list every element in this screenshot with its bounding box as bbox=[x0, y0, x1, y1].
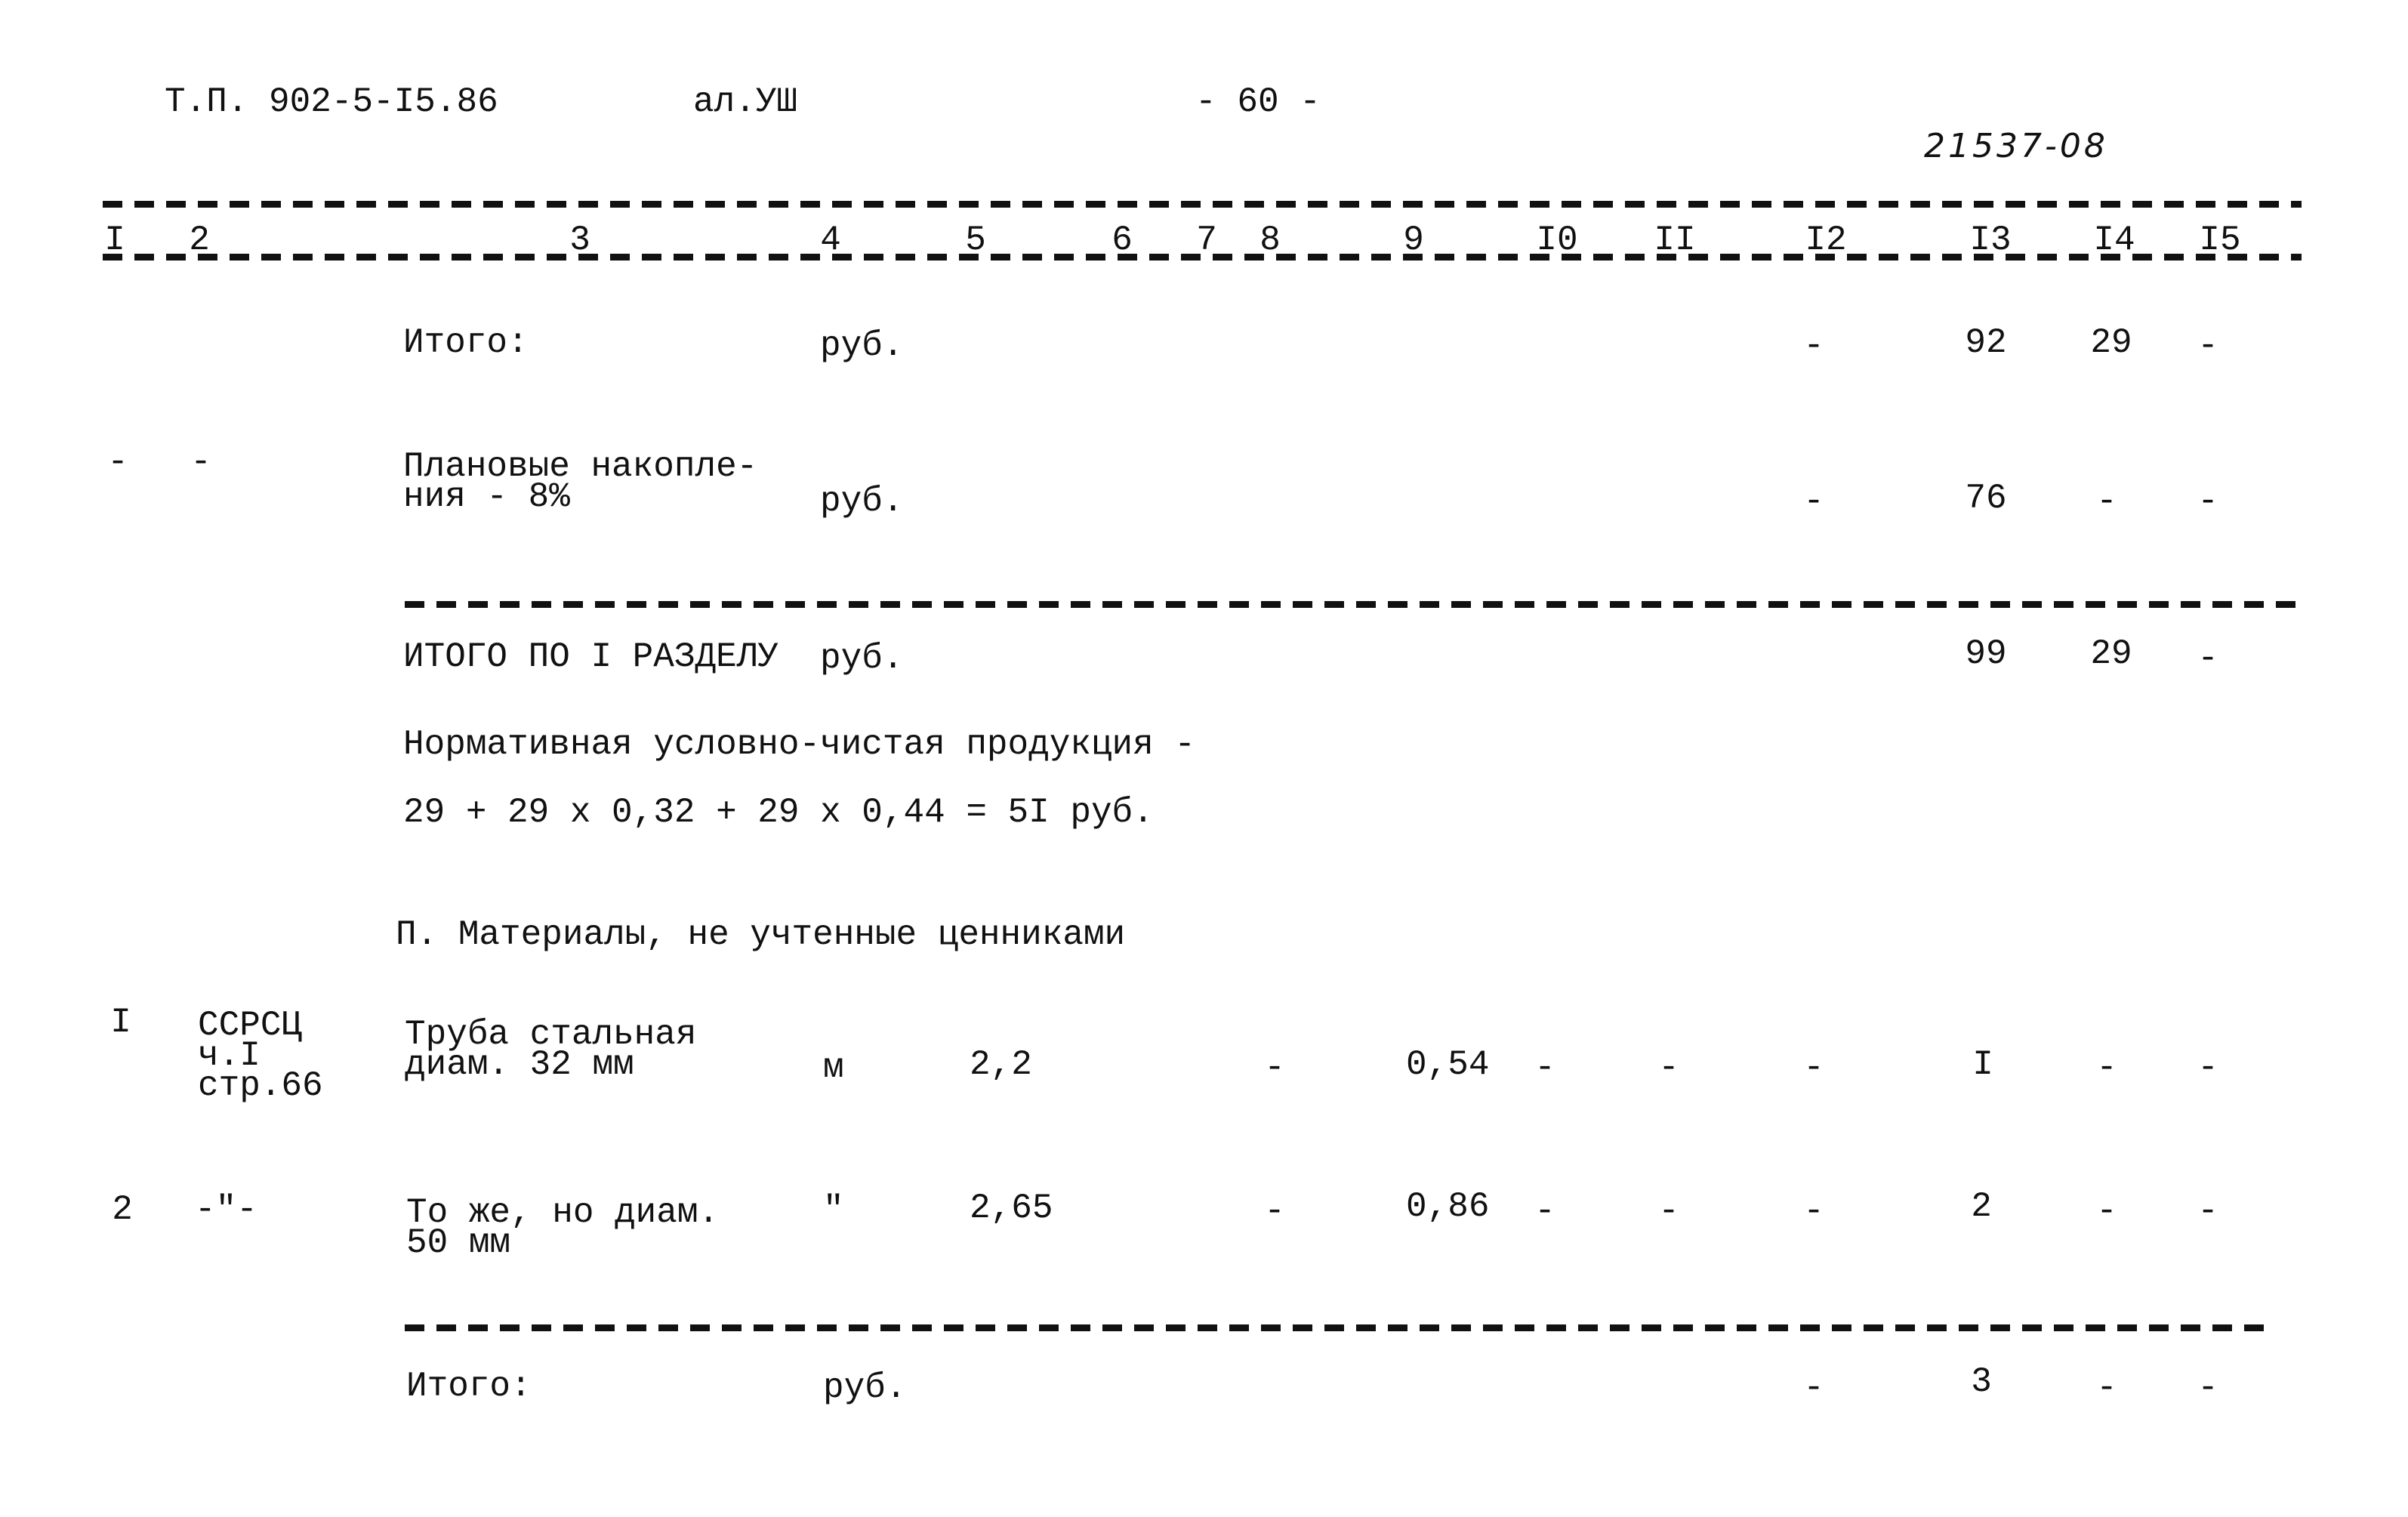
cell-13: I bbox=[1972, 1045, 1993, 1084]
cell-12: - bbox=[1803, 482, 1824, 521]
col-num-7: 7 bbox=[1196, 220, 1217, 260]
cell-15: - bbox=[2197, 1368, 2218, 1408]
cell-14: - bbox=[2096, 482, 2117, 521]
cell-15: - bbox=[2197, 1048, 2218, 1087]
cell-12: - bbox=[1803, 1192, 1824, 1231]
row-unit: руб. bbox=[823, 1368, 907, 1408]
cell-1: 2 bbox=[112, 1190, 133, 1229]
cell-12: - bbox=[1803, 326, 1824, 365]
cell-5: 2,65 bbox=[970, 1189, 1053, 1228]
cell-12: - bbox=[1803, 1048, 1824, 1087]
cell-12: - bbox=[1803, 1368, 1824, 1408]
col-num-13: I3 bbox=[1969, 220, 2012, 260]
cell-15: - bbox=[2197, 482, 2218, 521]
document-code: Т.П. 902-5-I5.86 bbox=[165, 82, 498, 122]
cell-14: - bbox=[2096, 1192, 2117, 1231]
col-num-4: 4 bbox=[820, 220, 841, 260]
cell-9: 0,86 bbox=[1406, 1187, 1490, 1226]
normative-text: Нормативная условно-чистая продукция - bbox=[403, 725, 1195, 764]
row-name: ИТОГО ПО I РАЗДЕЛУ bbox=[403, 637, 779, 677]
col-num-1: I bbox=[104, 220, 125, 260]
album-number: ал.УШ bbox=[693, 82, 798, 122]
row-name: То же, но диам. 50 мм bbox=[406, 1193, 720, 1263]
col-num-8: 8 bbox=[1259, 220, 1281, 260]
cell-2: ССРСЦ ч.I стр.66 bbox=[198, 1006, 323, 1105]
row-unit: руб. bbox=[820, 482, 904, 521]
header-bottom-rule bbox=[103, 254, 2302, 261]
col-num-14: I4 bbox=[2093, 220, 2135, 260]
cell-10: - bbox=[1534, 1048, 1555, 1087]
cell-13: 3 bbox=[1971, 1362, 1992, 1401]
cell-10: - bbox=[1534, 1192, 1555, 1231]
col-num-10: I0 bbox=[1536, 220, 1578, 260]
col-num-15: I5 bbox=[2199, 220, 2241, 260]
cell-11: - bbox=[1658, 1048, 1679, 1087]
cell-8: - bbox=[1264, 1192, 1285, 1231]
col-num-12: I2 bbox=[1805, 220, 1847, 260]
section-rule bbox=[405, 1324, 2265, 1331]
cell-14: - bbox=[2096, 1048, 2117, 1087]
col-num-9: 9 bbox=[1403, 220, 1424, 260]
col-num-3: 3 bbox=[569, 220, 590, 260]
page-number: - 60 - bbox=[1195, 82, 1321, 122]
header-top-rule bbox=[103, 201, 2302, 208]
section-rule bbox=[405, 601, 2302, 608]
col-num-11: II bbox=[1654, 220, 1696, 260]
cell-15: - bbox=[2197, 639, 2218, 678]
row-name: Плановые накопле- ния - 8% bbox=[403, 447, 758, 516]
cell-15: - bbox=[2197, 1192, 2218, 1231]
row-unit: руб. bbox=[820, 639, 904, 678]
col-num-5: 5 bbox=[965, 220, 986, 260]
handwritten-number: 21537-08 bbox=[1924, 127, 2108, 165]
row-unit: " bbox=[823, 1190, 844, 1229]
col-num-2: 2 bbox=[189, 220, 210, 260]
normative-formula: 29 + 29 x 0,32 + 29 x 0,44 = 5I руб. bbox=[403, 793, 1154, 832]
row-name: Итого: bbox=[406, 1367, 532, 1406]
row-unit: руб. bbox=[820, 326, 904, 365]
cell-1: - bbox=[107, 442, 128, 482]
row-name: Итого: bbox=[403, 323, 529, 362]
cell-11: - bbox=[1658, 1192, 1679, 1231]
cell-14: - bbox=[2096, 1368, 2117, 1408]
cell-13: 99 bbox=[1965, 634, 2007, 674]
cell-15: - bbox=[2197, 326, 2218, 365]
cell-2: -"- bbox=[195, 1190, 257, 1229]
row-unit: м bbox=[823, 1048, 844, 1087]
cell-5: 2,2 bbox=[970, 1045, 1032, 1084]
cell-13: 92 bbox=[1965, 323, 2007, 362]
cell-13: 76 bbox=[1965, 479, 2007, 518]
cell-9: 0,54 bbox=[1406, 1045, 1490, 1084]
cell-14: 29 bbox=[2090, 634, 2132, 674]
cell-13: 2 bbox=[1971, 1187, 1992, 1226]
row-name: Труба стальная диам. 32 мм bbox=[405, 1015, 697, 1084]
col-num-6: 6 bbox=[1112, 220, 1133, 260]
cell-14: 29 bbox=[2090, 323, 2132, 362]
cell-2: - bbox=[190, 442, 211, 482]
cell-1: I bbox=[110, 1003, 131, 1042]
section2-title: П. Материалы, не учтенные ценниками bbox=[396, 915, 1126, 954]
cell-8: - bbox=[1264, 1048, 1285, 1087]
